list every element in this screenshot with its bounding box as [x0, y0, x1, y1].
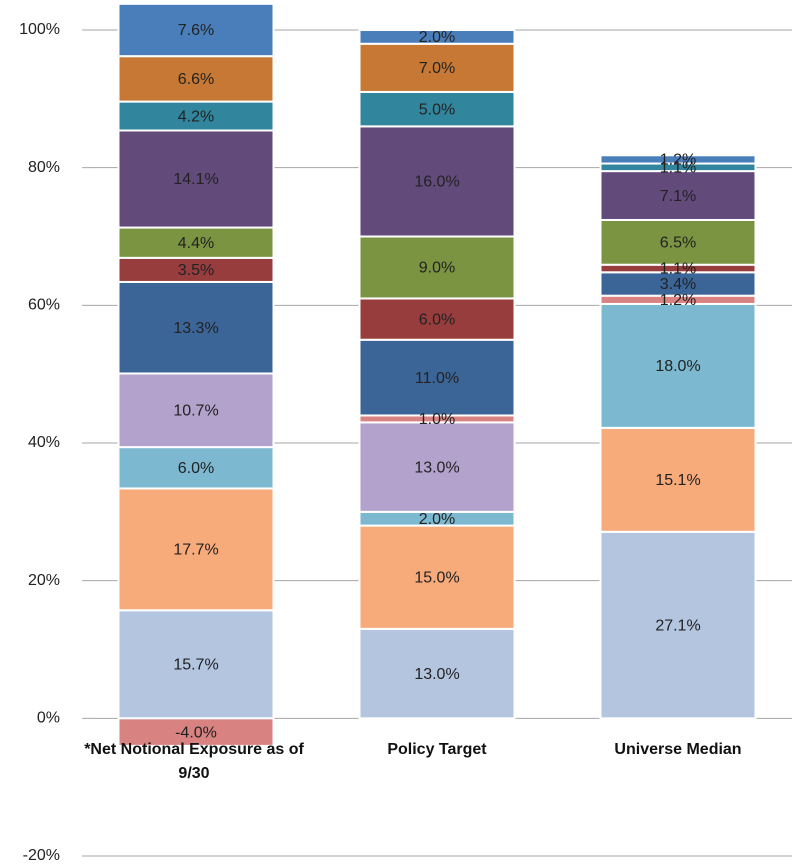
bar-segment: [358, 524, 516, 630]
y-tick-label: 100%: [19, 21, 60, 38]
data-label: 6.6%: [178, 71, 214, 88]
y-tick-label: 60%: [28, 297, 60, 314]
bar-segment: [599, 154, 757, 165]
data-label: 1.2%: [660, 152, 696, 169]
bar-segment: [358, 421, 516, 513]
bar-segment: [117, 280, 275, 375]
data-label: 6.0%: [419, 311, 455, 328]
bar-segment: [117, 226, 275, 259]
data-label: 1.1%: [660, 160, 696, 177]
data-label: 2.0%: [419, 511, 455, 528]
bar-segment: [358, 627, 516, 720]
bar-segment: [358, 235, 516, 300]
data-label: 3.5%: [178, 262, 214, 279]
data-label: 7.6%: [178, 22, 214, 39]
y-tick-label: 20%: [28, 572, 60, 589]
data-label: 14.1%: [173, 171, 218, 188]
bar-segment: [599, 218, 757, 266]
data-label: 18.0%: [655, 358, 700, 375]
bar-segment: [117, 446, 275, 490]
bar-segment: [358, 90, 516, 128]
data-label: 1.2%: [660, 292, 696, 309]
data-label: 13.0%: [414, 666, 459, 683]
bar-segment: [117, 2, 275, 58]
data-label: 11.0%: [415, 370, 459, 387]
y-tick-label: -20%: [23, 847, 60, 864]
data-label: 1.0%: [419, 411, 455, 428]
data-label: 17.7%: [173, 542, 218, 559]
data-label: 5.0%: [419, 101, 455, 118]
bar-segment: [117, 609, 275, 720]
data-label: 7.1%: [660, 188, 696, 205]
y-tick-label: 0%: [37, 710, 60, 727]
data-label: 6.5%: [660, 235, 696, 252]
bar-segment: [358, 42, 516, 93]
data-label: 13.3%: [173, 320, 218, 337]
data-label: 1.1%: [660, 261, 696, 278]
data-label: 4.4%: [178, 235, 214, 252]
data-label: 13.0%: [414, 459, 459, 476]
data-label: 7.0%: [419, 60, 455, 77]
data-label: 15.7%: [173, 657, 218, 674]
data-label: 4.2%: [178, 108, 214, 125]
data-label: 16.0%: [414, 174, 459, 191]
data-label: 15.0%: [414, 569, 459, 586]
bar-segment: [599, 302, 757, 429]
bar-segment: [117, 256, 275, 283]
data-label: 15.1%: [655, 472, 700, 489]
data-label: 27.1%: [655, 617, 700, 634]
bar-segment: [117, 129, 275, 229]
data-label: -4.0%: [175, 724, 217, 741]
bar-segment: [599, 170, 757, 221]
bar-segment: [117, 717, 275, 747]
data-label: 9.0%: [419, 260, 455, 277]
data-label: 6.0%: [178, 460, 214, 477]
x-tick-label: *Net Notional Exposure as of 9/30: [84, 741, 304, 782]
bar-segment: [358, 29, 516, 45]
data-label: 10.7%: [173, 403, 218, 420]
bar-segment: [117, 372, 275, 449]
data-label: 3.4%: [660, 276, 696, 293]
y-tick-label: 40%: [28, 434, 60, 451]
x-tick-label: Universe Median: [614, 741, 742, 758]
y-tick-label: 80%: [28, 159, 60, 176]
bar-segment: [117, 487, 275, 612]
bar-segment: [117, 100, 275, 132]
x-tick-label: Policy Target: [387, 741, 487, 758]
data-label: 2.0%: [419, 29, 455, 46]
bar-segment: [599, 426, 757, 533]
bar-segment: [599, 530, 757, 720]
